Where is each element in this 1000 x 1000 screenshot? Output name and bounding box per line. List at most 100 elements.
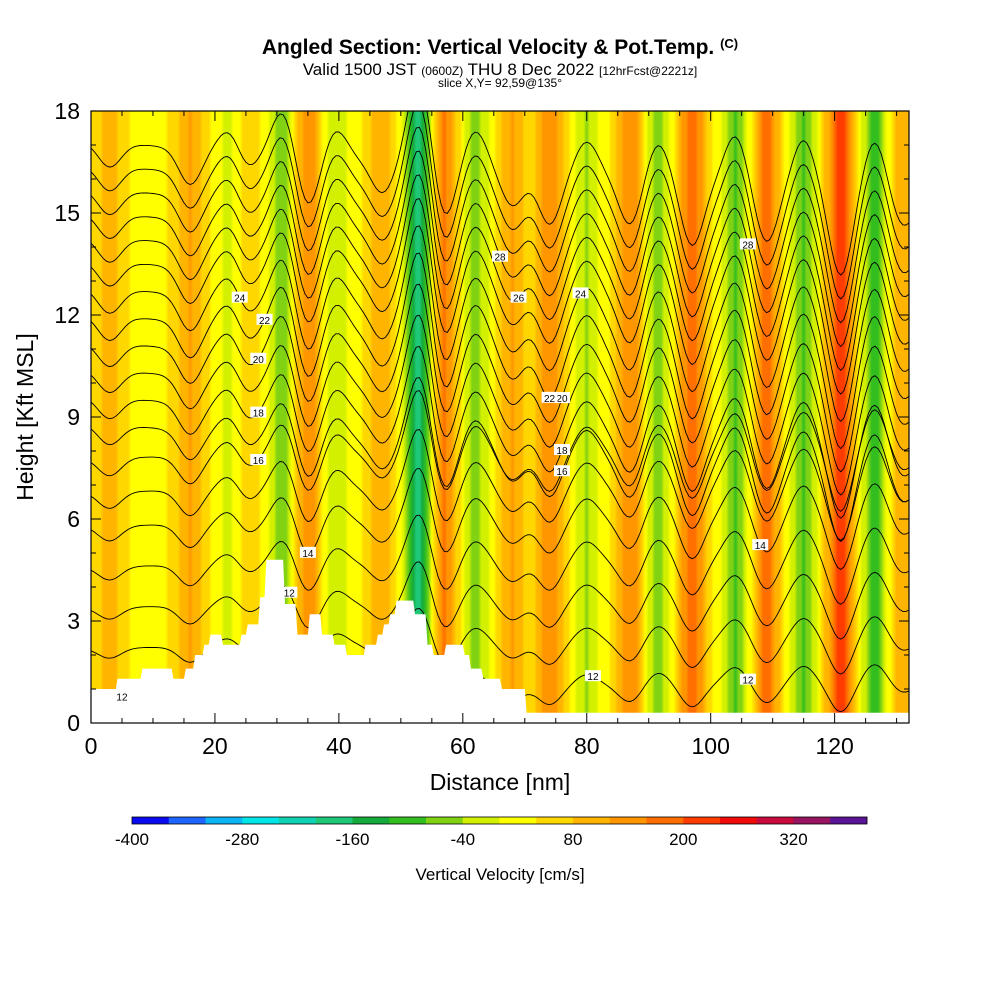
theta-contour bbox=[91, 283, 909, 473]
chart-subtitle: Valid 1500 JST (0600Z) THU 8 Dec 2022 [1… bbox=[0, 60, 1000, 80]
x-tick-label: 100 bbox=[692, 733, 730, 759]
contour-label: 24 bbox=[231, 291, 248, 305]
contour-label-bg bbox=[250, 453, 267, 465]
colorbar-swatch bbox=[279, 817, 317, 824]
x-tick-label: 80 bbox=[574, 733, 600, 759]
y-tick-label: 18 bbox=[54, 98, 80, 124]
contour-label: 14 bbox=[299, 546, 316, 560]
colorbar-swatch bbox=[426, 817, 464, 824]
contour-label: 12 bbox=[739, 673, 756, 687]
y-tick-label: 0 bbox=[67, 710, 80, 736]
colorbar-swatch bbox=[609, 817, 647, 824]
contour-label: 16 bbox=[553, 465, 570, 478]
contour-label-bg bbox=[256, 313, 273, 325]
colorbar-label: -280 bbox=[225, 830, 259, 849]
contour-label-text: 18 bbox=[556, 446, 568, 457]
contour-label-text: 16 bbox=[556, 467, 568, 478]
contour-label-bg bbox=[553, 465, 570, 477]
contour-label: 20 bbox=[553, 392, 570, 405]
contour-label-bg bbox=[584, 670, 601, 682]
contour-label-text: 12 bbox=[284, 589, 296, 600]
subtitle-zulu: (0600Z) bbox=[421, 64, 464, 78]
x-tick-label: 40 bbox=[326, 733, 352, 759]
contour-label-bg bbox=[541, 391, 558, 403]
theta-contour bbox=[91, 608, 909, 675]
colorbar-swatch bbox=[315, 817, 353, 824]
theta-contour bbox=[91, 561, 909, 640]
colorbar-swatch bbox=[168, 817, 206, 824]
contour-label-text: 22 bbox=[259, 316, 271, 327]
theta-contour bbox=[91, 111, 909, 300]
contour-label-text: 26 bbox=[513, 294, 525, 305]
contour-label-text: 24 bbox=[575, 289, 587, 300]
theta-contour bbox=[91, 198, 909, 395]
colorbar-swatch bbox=[462, 817, 500, 824]
colorbar-label: 200 bbox=[669, 830, 697, 849]
contour-label-bg bbox=[553, 444, 570, 456]
contour-label-bg bbox=[299, 546, 316, 558]
x-tick-label: 120 bbox=[815, 733, 853, 759]
y-axis-title: Height [Kft MSL] bbox=[12, 333, 38, 500]
chart-title: Angled Section: Vertical Velocity & Pot.… bbox=[0, 36, 1000, 60]
contour-label-text: 22 bbox=[544, 394, 556, 405]
theta-contour bbox=[91, 345, 909, 519]
contour-label-text: 20 bbox=[556, 394, 568, 405]
colorbar-label: -40 bbox=[450, 830, 475, 849]
contour-label-text: 28 bbox=[742, 240, 754, 251]
colorbar-swatch bbox=[389, 817, 427, 824]
contour-label-bg bbox=[250, 352, 267, 364]
contour-label-bg bbox=[739, 673, 756, 685]
colorbar-swatch bbox=[205, 817, 243, 824]
contour-label: 28 bbox=[739, 238, 756, 251]
vertical-velocity-field bbox=[91, 111, 909, 723]
terrain bbox=[91, 559, 909, 723]
colorbar-label: -160 bbox=[335, 830, 369, 849]
colorbar-label: 320 bbox=[779, 830, 807, 849]
contour-label: 16 bbox=[250, 453, 267, 467]
colorbar-swatch bbox=[720, 817, 758, 824]
colorbar-swatch bbox=[242, 817, 280, 824]
colorbar-label: 80 bbox=[564, 830, 583, 849]
contour-label-text: 20 bbox=[253, 355, 265, 366]
contour-label: 12 bbox=[584, 670, 601, 683]
colorbar-swatch bbox=[352, 817, 390, 824]
x-tick-label: 0 bbox=[85, 733, 98, 759]
x-tick-label: 60 bbox=[450, 733, 476, 759]
contour-label: 20 bbox=[250, 352, 267, 366]
y-tick-label: 6 bbox=[67, 506, 80, 532]
y-tick-label: 9 bbox=[67, 404, 80, 430]
slice-label: slice X,Y= 92,59@135° bbox=[437, 76, 563, 90]
contour-label-text: 28 bbox=[494, 253, 506, 264]
theta-contour bbox=[91, 314, 909, 496]
colorbar: -400 -280 -160 -40 80 200 320 bbox=[115, 816, 868, 849]
colorbar-title: Vertical Velocity [cm/s] bbox=[415, 865, 584, 884]
y-tick-label: 12 bbox=[54, 302, 80, 328]
theta-contour bbox=[91, 225, 909, 422]
colorbar-swatch bbox=[573, 817, 611, 824]
contour-label-bg bbox=[250, 406, 267, 418]
x-axis-title: Distance [nm] bbox=[430, 769, 571, 795]
contour-label: 22 bbox=[541, 391, 558, 405]
theta-contour bbox=[91, 126, 909, 324]
theta-contour bbox=[91, 377, 909, 543]
colorbar-swatch bbox=[756, 817, 794, 824]
y-tick-label: 15 bbox=[54, 200, 80, 226]
theta-contour bbox=[91, 467, 909, 570]
contour-label-text: 14 bbox=[302, 549, 314, 560]
theta-contour bbox=[91, 428, 909, 541]
contour-label-bg bbox=[553, 392, 570, 404]
contour-label: 26 bbox=[510, 291, 527, 305]
contour-label-text: 18 bbox=[253, 409, 265, 420]
theta-contour bbox=[91, 514, 909, 605]
contour-label-bg bbox=[739, 238, 756, 250]
colorbar-swatch bbox=[646, 817, 684, 824]
contour-label-bg bbox=[752, 539, 769, 551]
contour-label: 24 bbox=[572, 287, 589, 300]
contour-label-text: 12 bbox=[116, 693, 128, 704]
colorbar-swatch bbox=[683, 817, 721, 824]
contour-label-bg bbox=[231, 291, 248, 303]
subtitle-date: THU 8 Dec 2022 bbox=[467, 60, 595, 79]
subtitle-forecast: [12hrFcst@2221z] bbox=[599, 64, 698, 78]
chart-title-text: Angled Section: Vertical Velocity & Pot.… bbox=[261, 36, 715, 59]
contour-label-text: 24 bbox=[234, 294, 246, 305]
